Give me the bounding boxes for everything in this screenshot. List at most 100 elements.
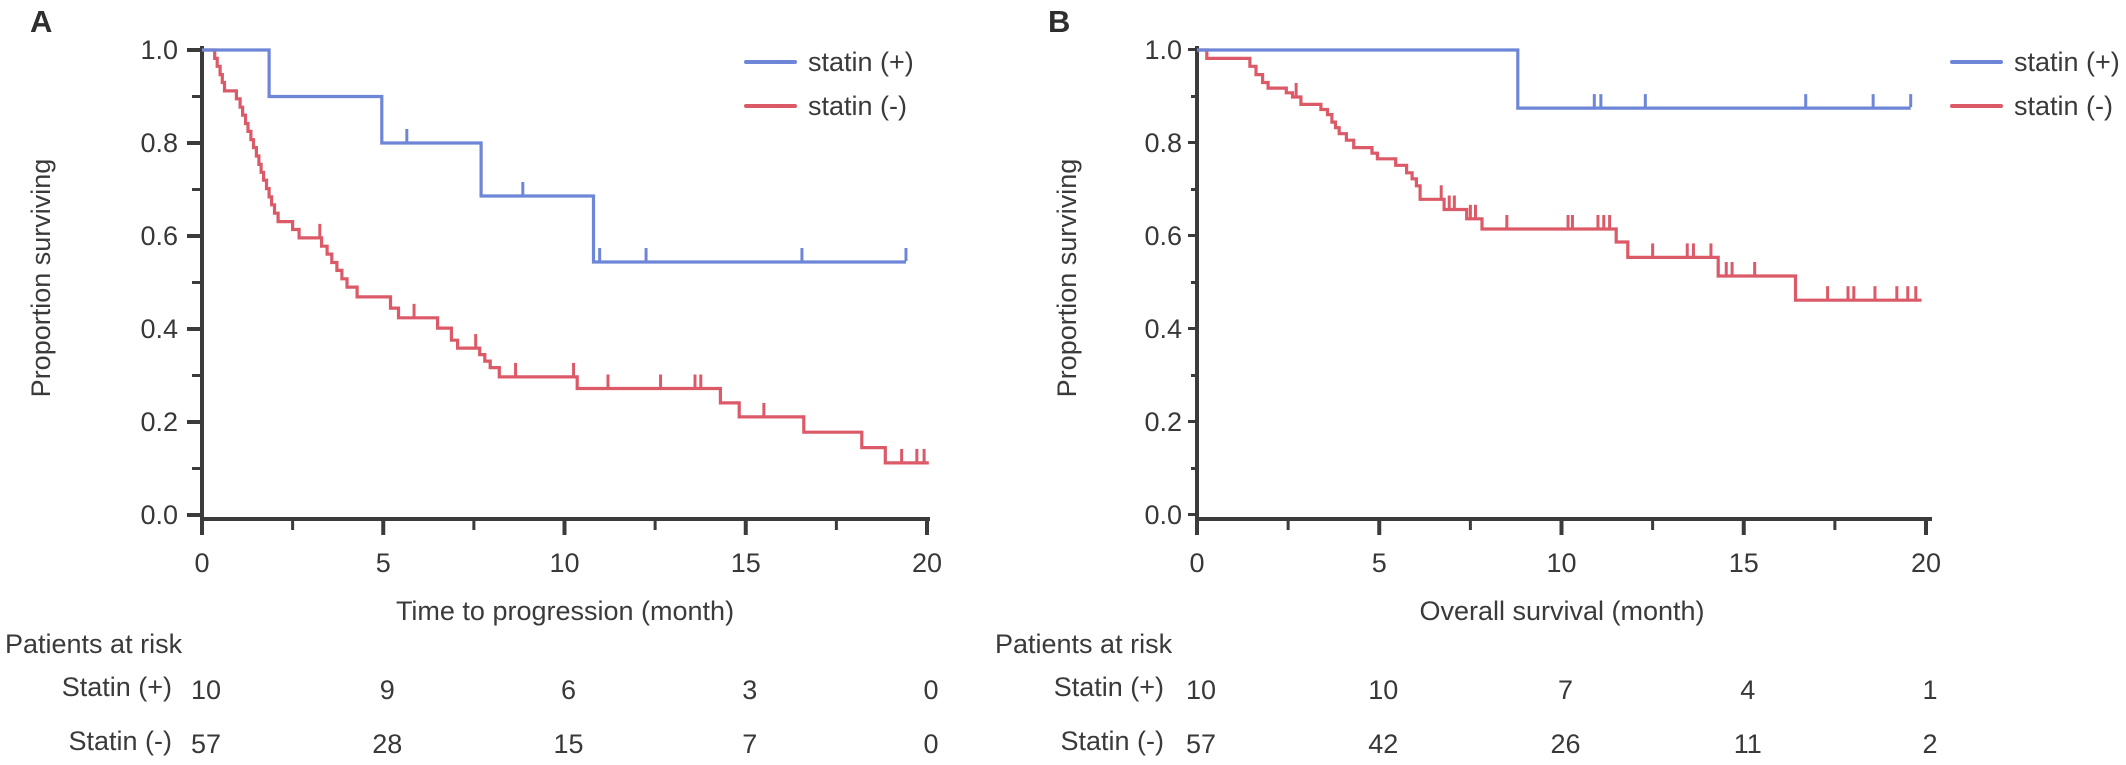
risk-count: 11	[1734, 729, 1762, 759]
y-major-tick	[187, 48, 200, 52]
x-tick-label: 10	[1546, 548, 1576, 578]
risk-count: 10	[1186, 675, 1216, 705]
y-major-tick	[1188, 234, 1195, 237]
y-tick-label: 0.6	[1144, 221, 1182, 251]
x-minor-tick	[1651, 521, 1655, 530]
km-curve-statin-	[202, 48, 929, 465]
y-major-tick	[187, 327, 200, 331]
risk-count: 10	[191, 675, 221, 705]
statin-pos-legend-line-icon	[744, 60, 797, 64]
panel-b-legend-item-statin-neg: statin (-)	[1950, 90, 2120, 122]
y-tick-label: 1.0	[140, 35, 178, 65]
x-minor-tick	[1833, 521, 1837, 530]
statin-pos-legend-label: statin (+)	[808, 46, 914, 77]
panel-b-y-axis-label: Proportion surviving	[1052, 158, 1082, 398]
panel-b-x-axis-label: Overall survival (month)	[1419, 596, 1705, 626]
y-major-tick	[1188, 327, 1195, 330]
x-major-tick	[925, 521, 929, 535]
panel-a-legend: statin (+) statin (-)	[744, 46, 914, 134]
panel-b-risk-row-label-statin-neg: Statin (-)	[1060, 726, 1164, 756]
x-minor-tick	[1468, 521, 1472, 530]
y-tick-label: 0.8	[140, 128, 178, 158]
panel-b-legend-item-statin-pos: statin (+)	[1950, 46, 2120, 78]
statin-pos-legend-label: statin (+)	[2014, 46, 2120, 77]
statin-neg-legend-line-icon	[1950, 104, 2003, 108]
risk-count: 1	[1922, 675, 1937, 705]
x-tick-label: 15	[1729, 548, 1759, 578]
x-tick-label: 10	[549, 548, 579, 578]
km-curve-statin+	[1197, 48, 1911, 110]
panel-a-letter: A	[30, 4, 54, 39]
y-minor-tick	[1191, 95, 1195, 98]
y-minor-tick	[192, 188, 200, 191]
panel-a-x-axis-label: Time to progression (month)	[395, 596, 735, 626]
x-major-tick	[562, 521, 567, 535]
km-curve-statin+	[202, 48, 906, 264]
y-minor-tick	[1191, 467, 1195, 470]
statin-pos-legend-line-icon	[1950, 60, 2003, 64]
risk-count: 7	[1558, 675, 1573, 705]
x-tick-label: 0	[1189, 548, 1204, 578]
y-tick-label: 0.4	[140, 314, 178, 344]
statin-neg-legend-label: statin (-)	[808, 90, 908, 121]
x-tick-label: 5	[376, 548, 391, 578]
risk-count: 15	[553, 729, 583, 759]
risk-count: 0	[923, 729, 938, 759]
y-minor-tick	[192, 95, 200, 98]
panel-a-legend-item-statin-neg: statin (-)	[744, 90, 914, 122]
panel-a-y-axis-label: Proportion surviving	[26, 158, 56, 398]
risk-count: 2	[1922, 729, 1937, 759]
risk-count: 26	[1550, 729, 1580, 759]
x-major-tick	[200, 521, 204, 535]
risk-count: 57	[191, 729, 221, 759]
statin-neg-legend-label: statin (-)	[2014, 90, 2114, 121]
y-tick-label: 0.6	[140, 221, 178, 251]
panel-b-letter: B	[1048, 4, 1072, 39]
y-major-tick	[1188, 420, 1195, 423]
x-major-tick	[1195, 521, 1199, 535]
panel-b-risk-table-header: Patients at risk	[995, 629, 1173, 659]
y-minor-tick	[1191, 374, 1195, 377]
y-minor-tick	[192, 374, 200, 377]
x-minor-tick	[653, 521, 657, 530]
x-minor-tick	[834, 521, 838, 530]
y-tick-label: 0.0	[1144, 500, 1182, 530]
y-axis-line	[1195, 46, 1199, 521]
x-major-tick	[743, 521, 748, 535]
x-major-tick	[1924, 521, 1928, 535]
panel-a-risk-row-label-statin-neg: Statin (-)	[68, 726, 172, 756]
x-tick-label: 0	[194, 548, 209, 578]
km-curve-statin-	[1197, 48, 1922, 302]
risk-count: 4	[1740, 675, 1755, 705]
y-axis-line	[200, 46, 204, 521]
risk-count: 28	[372, 729, 402, 759]
x-tick-label: 20	[912, 548, 942, 578]
panel-a-risk-row-label-statin-pos: Statin (+)	[61, 672, 172, 702]
x-minor-tick	[472, 521, 476, 530]
x-major-tick	[1377, 521, 1382, 535]
x-tick-label: 20	[1911, 548, 1941, 578]
y-major-tick	[1188, 141, 1195, 144]
y-tick-label: 1.0	[1144, 35, 1182, 65]
panel-a-legend-item-statin-pos: statin (+)	[744, 46, 914, 78]
risk-count: 3	[742, 675, 757, 705]
x-major-tick	[1559, 521, 1564, 535]
panel-a-risk-table-header: Patients at risk	[5, 629, 183, 659]
y-major-tick	[187, 234, 200, 238]
x-tick-label: 15	[731, 548, 761, 578]
x-major-tick	[381, 521, 386, 535]
x-minor-tick	[291, 521, 295, 530]
risk-count: 42	[1368, 729, 1398, 759]
x-axis-line	[200, 517, 930, 521]
statin-neg-legend-line-icon	[744, 104, 797, 108]
panel-b-legend: statin (+) statin (-)	[1950, 46, 2120, 134]
x-minor-tick	[1286, 521, 1290, 530]
panel-b-risk-row-label-statin-pos: Statin (+)	[1053, 672, 1164, 702]
y-major-tick	[187, 141, 200, 145]
panel-A-plot: 0 5 10 15 20 1.0 0.8 0.6 0.4 0.2 0.0 10 9 6 3 0 57 28 15 7 0	[140, 35, 942, 759]
y-minor-tick	[1191, 188, 1195, 191]
panel-B-plot: 0 5 10 15 20 1.0 0.8 0.6 0.4 0.2 0.0 10 10 7 4 1 57 42 26 1…	[1144, 35, 1941, 759]
x-tick-label: 5	[1372, 548, 1387, 578]
